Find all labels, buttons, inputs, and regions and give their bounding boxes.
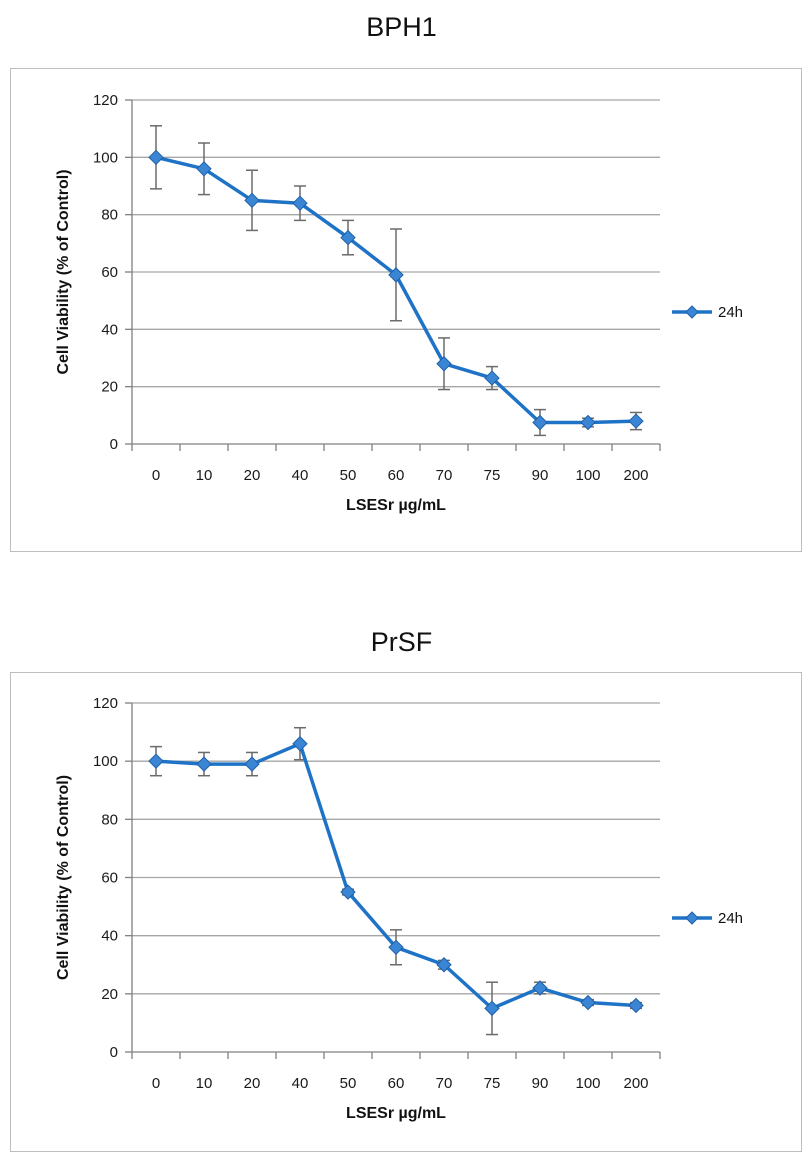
data-point bbox=[196, 161, 212, 177]
y-tick-label: 60 bbox=[101, 870, 118, 887]
y-tick-label: 60 bbox=[101, 264, 118, 281]
data-point bbox=[244, 756, 260, 772]
data-point bbox=[340, 884, 356, 900]
data-point bbox=[484, 1000, 500, 1017]
data-point bbox=[580, 414, 596, 431]
x-tick-label: 90 bbox=[532, 467, 549, 484]
series-line-24h bbox=[155, 741, 637, 1011]
x-tick-label: 50 bbox=[340, 467, 357, 484]
x-tick-label: 200 bbox=[623, 467, 648, 484]
data-point bbox=[340, 229, 356, 246]
data-point bbox=[580, 994, 596, 1011]
y-tick-label: 20 bbox=[101, 986, 118, 1003]
legend-label: 24h bbox=[718, 304, 743, 321]
x-axis-label: LSESr µg/mL bbox=[346, 1105, 446, 1122]
x-tick-label: 75 bbox=[484, 1075, 501, 1092]
x-tick-label: 50 bbox=[340, 1075, 357, 1092]
y-tick-label: 100 bbox=[93, 149, 118, 166]
y-tick-label: 0 bbox=[110, 1044, 118, 1061]
data-point bbox=[484, 370, 500, 386]
data-point bbox=[292, 736, 308, 752]
data-point bbox=[388, 939, 404, 956]
x-tick-label: 70 bbox=[436, 467, 453, 484]
x-axis-label: LSESr µg/mL bbox=[346, 497, 446, 514]
data-point bbox=[292, 195, 308, 211]
chart-title-bph1: BPH1 bbox=[366, 12, 437, 42]
x-tick-label: 60 bbox=[388, 1075, 405, 1092]
data-point bbox=[532, 980, 548, 996]
chart-title-prsf: PrSF bbox=[370, 627, 433, 657]
data-point bbox=[388, 267, 404, 283]
y-axis-label: Cell Viability (% of Control) bbox=[55, 775, 72, 980]
x-tick-label: 60 bbox=[388, 467, 405, 484]
y-tick-label: 120 bbox=[93, 92, 118, 109]
data-point bbox=[436, 957, 452, 973]
y-tick-label: 40 bbox=[101, 321, 118, 338]
x-tick-label: 90 bbox=[532, 1075, 549, 1092]
x-tick-label: 100 bbox=[575, 467, 600, 484]
x-tick-label: 20 bbox=[244, 467, 261, 484]
legend-marker bbox=[685, 911, 699, 925]
x-tick-label: 10 bbox=[196, 467, 213, 484]
data-point bbox=[628, 413, 644, 429]
y-axis-label: Cell Viability (% of Control) bbox=[55, 169, 72, 374]
x-tick-label: 20 bbox=[244, 1075, 261, 1092]
y-tick-label: 80 bbox=[101, 811, 118, 828]
legend-label: 24h bbox=[718, 910, 743, 927]
x-tick-label: 10 bbox=[196, 1075, 213, 1092]
data-point bbox=[244, 192, 260, 209]
y-tick-label: 80 bbox=[101, 207, 118, 224]
x-tick-label: 0 bbox=[152, 467, 160, 484]
y-tick-label: 20 bbox=[101, 379, 118, 396]
chart-frame-bph1 bbox=[10, 68, 802, 552]
data-point bbox=[532, 414, 548, 431]
x-tick-label: 0 bbox=[152, 1075, 160, 1092]
x-tick-label: 40 bbox=[292, 1075, 309, 1092]
x-tick-label: 70 bbox=[436, 1075, 453, 1092]
y-tick-label: 40 bbox=[101, 928, 118, 945]
data-point bbox=[436, 356, 452, 372]
x-tick-label: 100 bbox=[575, 1075, 600, 1092]
x-tick-label: 200 bbox=[623, 1075, 648, 1092]
data-point bbox=[148, 753, 164, 769]
legend-marker bbox=[685, 305, 699, 319]
y-tick-label: 0 bbox=[110, 436, 118, 453]
data-point bbox=[148, 149, 164, 166]
x-tick-label: 40 bbox=[292, 467, 309, 484]
chart-frame-prsf bbox=[10, 672, 802, 1152]
x-tick-label: 75 bbox=[484, 467, 501, 484]
y-tick-label: 100 bbox=[93, 753, 118, 770]
data-point bbox=[628, 997, 644, 1014]
y-tick-label: 120 bbox=[93, 695, 118, 712]
data-point bbox=[196, 756, 212, 772]
